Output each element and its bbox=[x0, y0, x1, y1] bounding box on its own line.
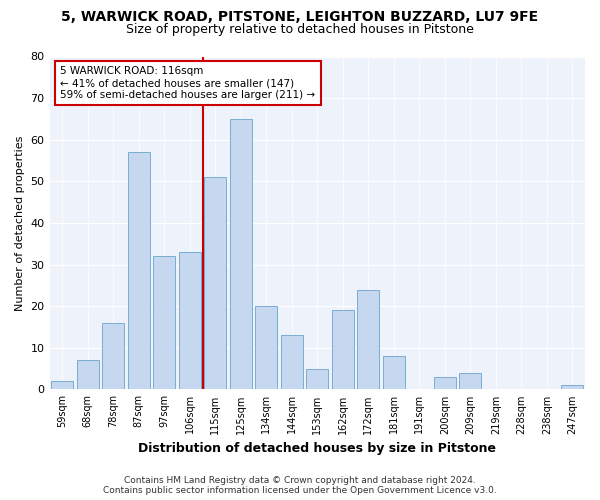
Bar bbox=[103, 323, 124, 390]
Text: Contains HM Land Registry data © Crown copyright and database right 2024.
Contai: Contains HM Land Registry data © Crown c… bbox=[103, 476, 497, 495]
Bar bbox=[460, 373, 481, 390]
Bar bbox=[256, 306, 277, 390]
Bar bbox=[52, 381, 73, 390]
Bar bbox=[154, 256, 175, 390]
Bar bbox=[128, 152, 149, 390]
Bar bbox=[77, 360, 98, 390]
Bar bbox=[281, 336, 302, 390]
Text: Size of property relative to detached houses in Pitstone: Size of property relative to detached ho… bbox=[126, 22, 474, 36]
Bar bbox=[434, 377, 455, 390]
Text: 5 WARWICK ROAD: 116sqm
← 41% of detached houses are smaller (147)
59% of semi-de: 5 WARWICK ROAD: 116sqm ← 41% of detached… bbox=[60, 66, 316, 100]
Bar bbox=[307, 368, 328, 390]
Bar bbox=[332, 310, 353, 390]
Text: 5, WARWICK ROAD, PITSTONE, LEIGHTON BUZZARD, LU7 9FE: 5, WARWICK ROAD, PITSTONE, LEIGHTON BUZZ… bbox=[61, 10, 539, 24]
Y-axis label: Number of detached properties: Number of detached properties bbox=[15, 136, 25, 310]
Bar bbox=[205, 177, 226, 390]
Bar bbox=[562, 386, 583, 390]
Bar bbox=[358, 290, 379, 390]
X-axis label: Distribution of detached houses by size in Pitstone: Distribution of detached houses by size … bbox=[138, 442, 496, 455]
Bar bbox=[230, 119, 251, 390]
Bar bbox=[179, 252, 200, 390]
Bar bbox=[383, 356, 404, 390]
